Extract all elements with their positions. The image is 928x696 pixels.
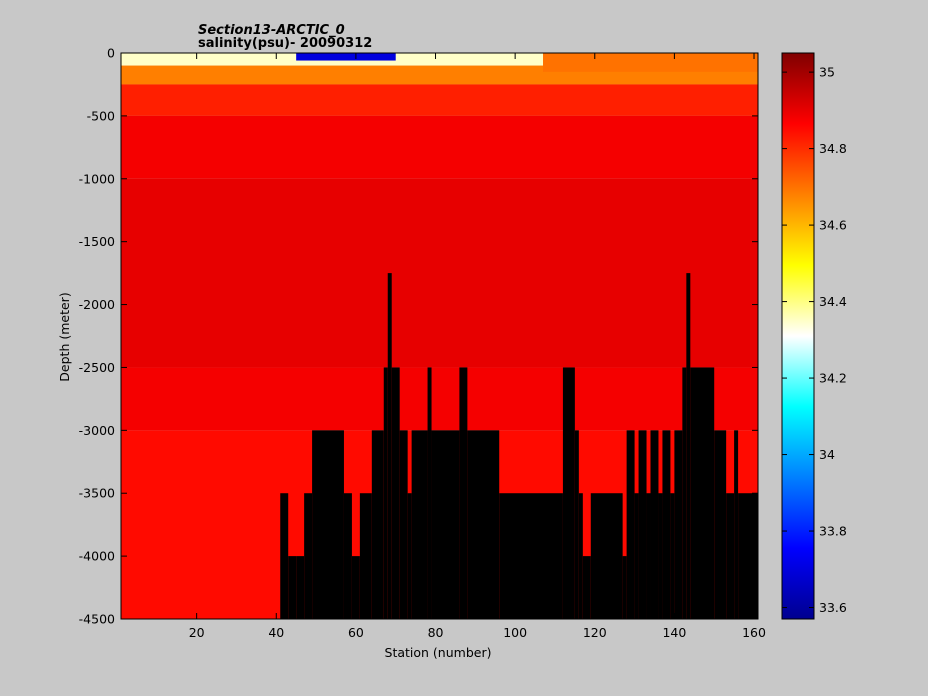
bathymetry-column [359,493,372,619]
x-tick-label: 80 [428,625,444,640]
x-tick-label: 140 [662,625,686,640]
bathymetry-column [351,556,360,619]
plot-frame [120,52,759,620]
y-tick-label: -4500 [79,612,115,627]
x-tick-label: 160 [742,625,766,640]
bathymetry-column [650,430,659,619]
bathymetry-column [638,430,647,619]
bathymetry-column [312,430,344,619]
bathymetry-column [690,367,715,619]
y-tick-label: -1000 [79,171,115,186]
bathymetry-column [467,430,500,619]
bathymetry-column [622,556,627,619]
salinity-layer [121,178,758,368]
x-tick-label: 40 [268,625,284,640]
colorbar-tick-label: 33.6 [819,600,847,615]
y-tick-label: -3000 [79,423,115,438]
bathymetry-column [288,556,297,619]
bathymetry-column [590,493,623,619]
y-tick-label: -2500 [79,360,115,375]
colorbar: 35 34.8 34.6 34.4 34.2 34 33.8 33.6 [781,52,847,620]
bathymetry-column [399,430,408,619]
bathymetry-column [714,430,727,619]
y-axis-label: Depth (meter) [57,292,72,381]
bathymetry-column [431,430,460,619]
y-tick-label: -500 [87,108,115,123]
y-tick-label: -1500 [79,234,115,249]
colorbar-tick-label: 34.4 [819,294,847,309]
x-tick-label: 120 [583,625,607,640]
salinity-layer [121,367,758,431]
salinity-layer [121,84,758,116]
bathymetry-column [411,430,428,619]
bathymetry-column [734,430,739,619]
colorbar-tick-label: 35 [819,65,835,80]
bathymetry-column [574,430,579,619]
bathymetry-column [383,367,388,619]
bathymetry-column [280,493,289,619]
surface-high-east [543,53,758,72]
bathymetry-column [343,493,352,619]
bathymetry-column [499,493,563,619]
bathymetry-column [674,430,683,619]
colorbar-gradient [782,53,814,619]
salinity-layer [121,115,758,179]
bathymetry-column [670,493,675,619]
colorbar-tick-label: 34.2 [819,371,847,386]
bathymetry-column [726,493,735,619]
y-tick-label: -3500 [79,486,115,501]
bathymetry-column [662,430,671,619]
heatmap-area [121,53,758,619]
y-tick-label: -2000 [79,297,115,312]
x-axis-label: Station (number) [385,645,492,660]
colorbar-tick-label: 34.6 [819,218,847,233]
bathymetry-column [686,273,691,619]
bathymetry-column [562,367,575,619]
bathymetry-column [658,493,663,619]
bathymetry-column [304,493,313,619]
surface-minimum [296,53,396,61]
y-tick-label: -4000 [79,549,115,564]
colorbar-frame [781,52,815,620]
bathymetry-column [459,367,468,619]
bathymetry-column [387,273,392,619]
bathymetry-column [738,493,758,619]
chart-title: Section13-ARCTIC_0 [198,23,345,38]
bathymetry-column [371,430,384,619]
bathymetry-column [578,493,583,619]
x-tick-label: 60 [348,625,364,640]
bathymetry-column [626,430,635,619]
bathymetry-column [407,493,412,619]
bathymetry-column [646,493,651,619]
bathymetry-column [427,367,432,619]
x-tick-label: 20 [189,625,205,640]
colorbar-tick-label: 33.8 [819,524,847,539]
x-tick-label: 100 [503,625,527,640]
bathymetry-column [634,493,639,619]
y-axis: 0 -500 -1000 -1500 -2000 -2500 -3000 -3500 -4000… [79,46,758,627]
bathymetry-column [682,367,687,619]
colorbar-tick-label: 34 [819,447,835,462]
chart-subtitle: salinity(psu)- 20090312 [198,36,372,51]
y-tick-label: 0 [107,46,115,61]
bathymetry-column [296,556,305,619]
colorbar-tick-label: 34.8 [819,141,847,156]
bathymetry-column [391,367,400,619]
bathymetry-column [582,556,591,619]
x-axis: 20 40 60 80 100 120 140 160 [189,53,766,640]
